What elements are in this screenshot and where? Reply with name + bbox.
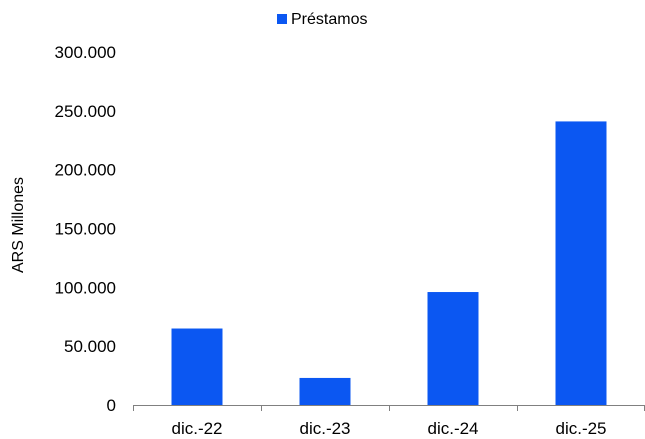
bar bbox=[299, 377, 351, 405]
y-tick-label: 100.000 bbox=[55, 278, 116, 297]
y-tick-label: 0 bbox=[107, 396, 116, 415]
y-axis-title: ARS Millones bbox=[10, 177, 27, 273]
x-axis-labels: dic.-22 dic.-23 dic.-24 dic.-25 bbox=[171, 419, 606, 438]
x-axis bbox=[133, 405, 645, 411]
y-tick-label: 50.000 bbox=[64, 337, 116, 356]
bars-group bbox=[171, 121, 607, 405]
bar bbox=[427, 292, 479, 405]
x-tick-label: dic.-22 bbox=[171, 419, 222, 438]
y-tick-label: 150.000 bbox=[55, 220, 116, 239]
legend-swatch-prestamos bbox=[277, 14, 287, 24]
y-tick-label: 250.000 bbox=[55, 102, 116, 121]
y-tick-label: 300.000 bbox=[55, 43, 116, 62]
x-tick-label: dic.-25 bbox=[555, 419, 606, 438]
chart-legend: Préstamos bbox=[277, 11, 367, 28]
bar bbox=[555, 121, 607, 405]
x-tick-label: dic.-24 bbox=[427, 419, 478, 438]
bar bbox=[171, 328, 223, 405]
legend-label-prestamos: Préstamos bbox=[291, 11, 367, 28]
y-tick-label: 200.000 bbox=[55, 161, 116, 180]
x-tick-label: dic.-23 bbox=[299, 419, 350, 438]
y-axis-ticks: 0 50.000 100.000 150.000 200.000 250.000 300.0… bbox=[55, 43, 116, 415]
